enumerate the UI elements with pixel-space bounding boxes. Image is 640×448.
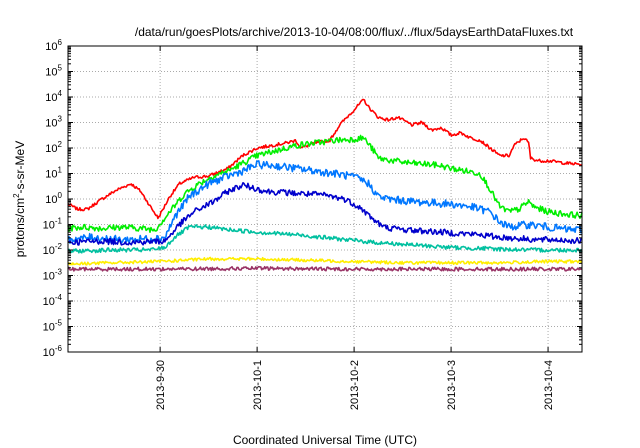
series-line-4 [67, 182, 583, 246]
y-tick-label: 104 [45, 89, 62, 104]
y-tick-label: 106 [45, 38, 62, 53]
y-axis-label-unit: protons/cm [13, 198, 27, 257]
y-tick-label: 10-2 [43, 242, 63, 257]
series-line-7 [67, 265, 583, 272]
y-tick-label: 100 [45, 191, 62, 206]
y-ticks: 106 105 104 103 102 101 100 10-1 10-2 10-3 10-4 10-… [43, 38, 582, 359]
x-tick-label: 2013-10-1 [252, 360, 264, 410]
series-line-3 [67, 160, 583, 244]
chart-title: /data/run/goesPlots/archive/2013-10-04/0… [135, 25, 574, 39]
x-axis-label: Coordinated Universal Time (UTC) [233, 433, 417, 447]
x-ticks: 2013-9-30 2013-10-1 2013-10-2 2013-10-3 2013… [155, 46, 555, 410]
series-line-1 [67, 98, 583, 220]
grid [68, 46, 582, 352]
y-tick-label: 10-1 [43, 217, 63, 232]
x-tick-label: 2013-9-30 [155, 360, 167, 410]
x-tick-label: 2013-10-4 [543, 360, 555, 410]
y-tick-label: 105 [45, 64, 62, 79]
y-tick-label: 10-5 [43, 319, 63, 334]
series-line-5 [67, 224, 583, 254]
y-tick-label: 10-3 [43, 268, 63, 283]
y-tick-label: 10-4 [43, 293, 63, 308]
series-group [67, 98, 583, 272]
y-axis-label-sup: 2 [12, 193, 21, 198]
y-tick-label: 102 [45, 140, 62, 155]
y-axis-label: protons/cm2-s-sr-MeV [12, 141, 27, 257]
y-tick-label: 101 [45, 166, 62, 181]
x-tick-label: 2013-10-2 [349, 360, 361, 410]
series-line-2 [67, 134, 583, 233]
y-tick-label: 10-6 [43, 344, 63, 359]
series-line-6 [67, 256, 583, 266]
x-tick-label: 2013-10-3 [446, 360, 458, 410]
y-tick-label: 103 [45, 115, 62, 130]
y-axis-label-rest: -s-sr-MeV [13, 141, 27, 194]
